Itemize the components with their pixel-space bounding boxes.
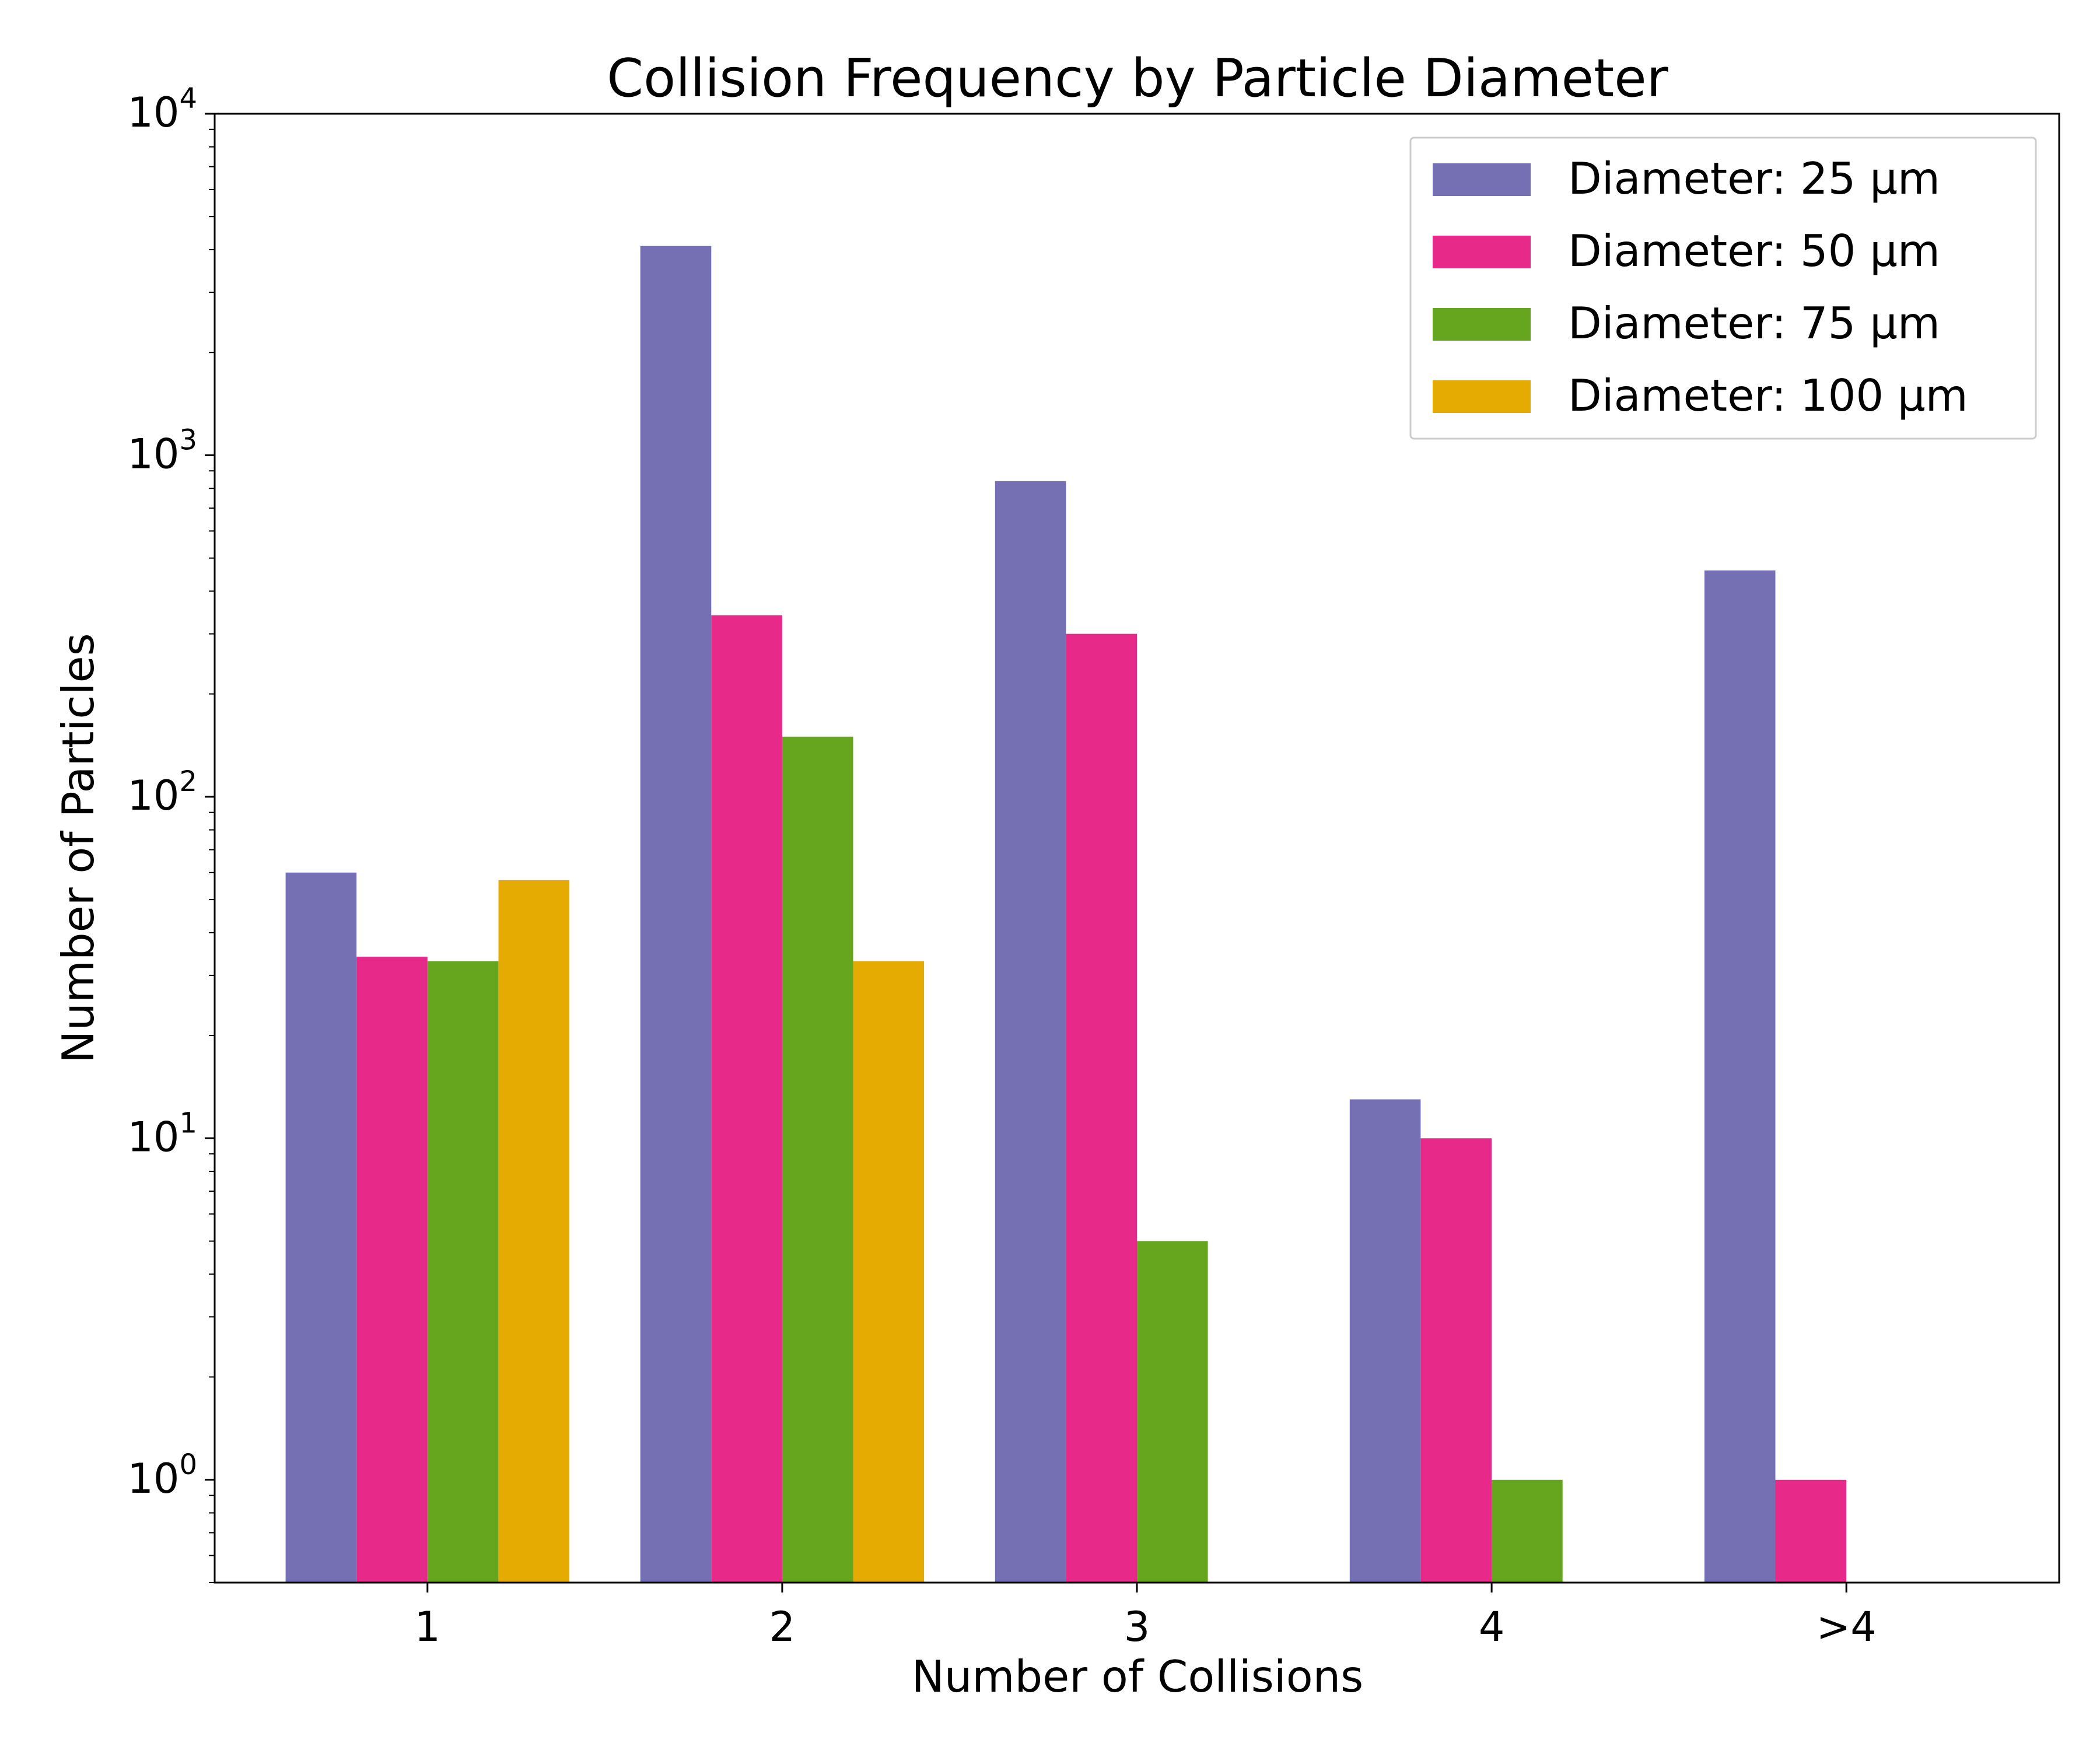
y-tick-base: 10 (127, 89, 179, 136)
x-tick-label: 3 (1124, 1603, 1150, 1651)
legend-label-2: Diameter: 75 µm (1568, 298, 1940, 349)
x-tick-label: 1 (415, 1603, 441, 1651)
y-tick-base: 10 (127, 772, 179, 820)
legend: Diameter: 25 µm Diameter: 50 µm Diameter: … (1409, 136, 2037, 440)
y-tick-exponent: 1 (179, 1107, 197, 1139)
y-axis-label: Number of Particles (52, 633, 104, 1063)
x-tick-label: 4 (1479, 1603, 1505, 1651)
y-tick-exponent: 2 (179, 765, 197, 798)
bar-series1-cat2 (1066, 634, 1137, 1583)
y-tick-label: 102 (127, 765, 197, 820)
y-tick-exponent: 0 (179, 1448, 197, 1481)
bar-series3-cat0 (498, 880, 570, 1583)
x-tick-label: 2 (769, 1603, 796, 1651)
bar-series0-cat0 (285, 872, 357, 1583)
bar-series2-cat1 (782, 736, 853, 1583)
y-tick-base: 10 (127, 1455, 179, 1503)
y-tick-base: 10 (127, 1113, 179, 1161)
legend-swatch-3 (1433, 380, 1531, 413)
y-tick-label: 103 (127, 424, 197, 478)
bar-series1-cat0 (356, 957, 428, 1583)
bar-series1-cat1 (711, 615, 782, 1583)
bar-series2-cat0 (427, 961, 499, 1583)
bar-series0-cat4 (1704, 570, 1776, 1583)
y-tick-exponent: 3 (179, 424, 197, 456)
legend-label-0: Diameter: 25 µm (1568, 153, 1940, 204)
legend-label-1: Diameter: 50 µm (1568, 225, 1940, 276)
bar-series1-cat3 (1420, 1138, 1492, 1583)
y-tick-exponent: 4 (179, 82, 197, 115)
bar-series2-cat2 (1137, 1241, 1208, 1583)
legend-label-3: Diameter: 100 µm (1568, 370, 1968, 421)
x-axis: 1 2 3 4 >4 (415, 1583, 1877, 1651)
legend-swatch-1 (1433, 236, 1531, 268)
y-tick-label: 104 (127, 82, 197, 136)
chart-title: Collision Frequency by Particle Diameter (607, 48, 1668, 109)
legend-frame (1409, 136, 2037, 440)
bar-series2-cat3 (1492, 1479, 1563, 1583)
y-tick-label: 101 (127, 1107, 197, 1161)
bars-group (285, 246, 1847, 1583)
x-axis-label: Number of Collisions (912, 1651, 1363, 1702)
y-tick-label: 100 (127, 1448, 197, 1503)
x-tick-label: >4 (1817, 1603, 1877, 1651)
bar-series3-cat1 (853, 961, 925, 1583)
bar-series0-cat3 (1349, 1099, 1421, 1583)
legend-swatch-0 (1433, 163, 1531, 196)
legend-swatch-2 (1433, 308, 1531, 341)
y-tick-base: 10 (127, 430, 179, 478)
bar-series1-cat4 (1775, 1479, 1847, 1583)
bar-series0-cat1 (640, 246, 712, 1583)
bar-series0-cat2 (995, 481, 1066, 1583)
